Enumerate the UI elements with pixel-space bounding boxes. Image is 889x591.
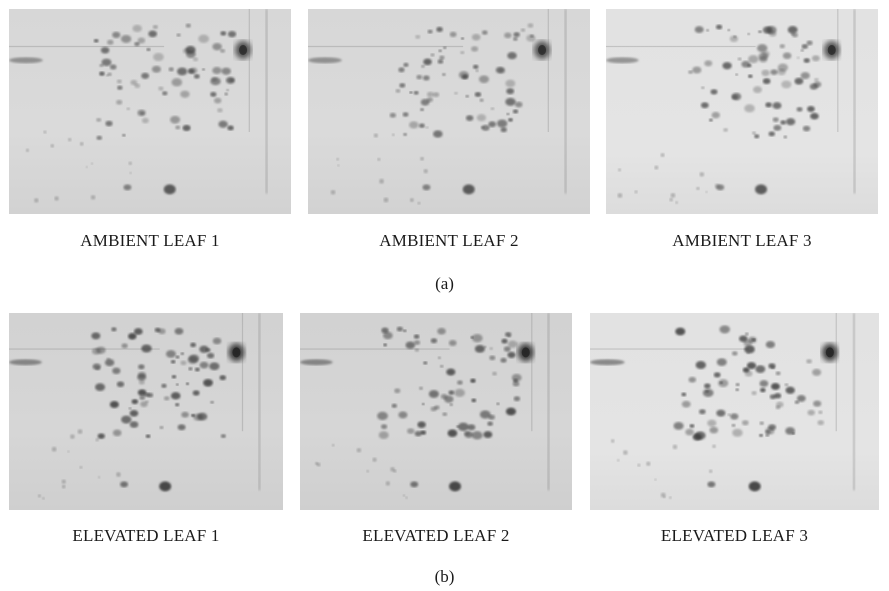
caption-ambient-leaf-1: AMBIENT LEAF 1 [80, 231, 220, 250]
gel-image-ambient-leaf-2 [308, 9, 590, 214]
caption-elevated-leaf-2: ELEVATED LEAF 2 [362, 526, 510, 545]
gel-image-elevated-leaf-1 [9, 313, 283, 510]
gel-image-elevated-leaf-2 [300, 313, 572, 510]
section-label-b: (b) [434, 567, 455, 586]
gel-image-ambient-leaf-3 [606, 9, 878, 214]
gel-image-elevated-leaf-3 [590, 313, 879, 510]
caption-elevated-leaf-1: ELEVATED LEAF 1 [72, 526, 220, 545]
section-label-a: (a) [435, 274, 454, 293]
caption-ambient-leaf-3: AMBIENT LEAF 3 [672, 231, 812, 250]
caption-ambient-leaf-2: AMBIENT LEAF 2 [379, 231, 519, 250]
gel-image-ambient-leaf-1 [9, 9, 291, 214]
caption-elevated-leaf-3: ELEVATED LEAF 3 [660, 526, 809, 545]
